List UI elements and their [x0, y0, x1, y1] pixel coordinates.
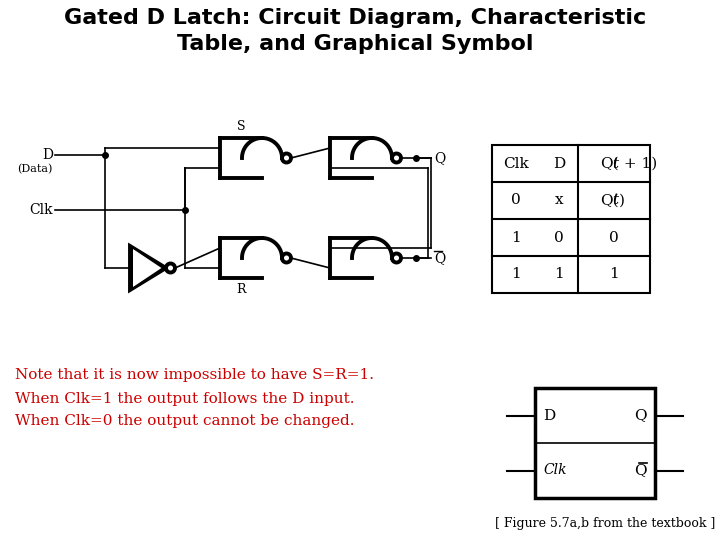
Text: 0: 0: [511, 193, 521, 207]
Text: D: D: [543, 408, 555, 422]
Text: Clk: Clk: [503, 157, 529, 171]
Text: When Clk=1 the output follows the D input.: When Clk=1 the output follows the D inpu…: [15, 392, 354, 406]
Text: 1: 1: [554, 267, 564, 281]
Text: Note that it is now impossible to have S=R=1.: Note that it is now impossible to have S…: [15, 368, 374, 382]
Circle shape: [282, 253, 291, 262]
Text: Q: Q: [634, 463, 647, 477]
Polygon shape: [130, 246, 166, 290]
Circle shape: [166, 264, 175, 273]
Text: Q: Q: [634, 408, 647, 422]
Text: 0: 0: [554, 231, 564, 245]
Text: t: t: [612, 193, 618, 207]
Text: Q: Q: [434, 151, 445, 165]
Text: Clk: Clk: [30, 203, 53, 217]
Text: Q: Q: [434, 251, 445, 265]
Text: 1: 1: [511, 267, 521, 281]
Circle shape: [392, 153, 401, 163]
Text: S: S: [237, 120, 246, 133]
Text: D: D: [553, 157, 565, 171]
Text: When Clk=0 the output cannot be changed.: When Clk=0 the output cannot be changed.: [15, 414, 354, 428]
Text: x: x: [554, 193, 563, 207]
Text: ): ): [619, 193, 625, 207]
Text: R: R: [236, 283, 246, 296]
Polygon shape: [133, 249, 161, 287]
Text: + 1): + 1): [619, 157, 657, 171]
Text: Q(: Q(: [600, 193, 618, 207]
Text: (Data): (Data): [17, 164, 53, 174]
Bar: [492, 145, 650, 293]
Text: 1: 1: [511, 231, 521, 245]
Text: 1: 1: [609, 267, 619, 281]
Text: 0: 0: [609, 231, 619, 245]
Circle shape: [392, 253, 401, 262]
Text: [ Figure 5.7a,b from the textbook ]: [ Figure 5.7a,b from the textbook ]: [495, 517, 715, 530]
Text: Gated D Latch: Circuit Diagram, Characteristic: Gated D Latch: Circuit Diagram, Characte…: [64, 8, 646, 28]
Text: t: t: [612, 157, 618, 171]
Bar: [535, 388, 655, 498]
Text: Table, and Graphical Symbol: Table, and Graphical Symbol: [176, 34, 534, 54]
Text: Q(: Q(: [600, 157, 618, 171]
Text: Clk: Clk: [543, 463, 567, 477]
Circle shape: [282, 153, 291, 163]
Text: D: D: [42, 148, 53, 162]
